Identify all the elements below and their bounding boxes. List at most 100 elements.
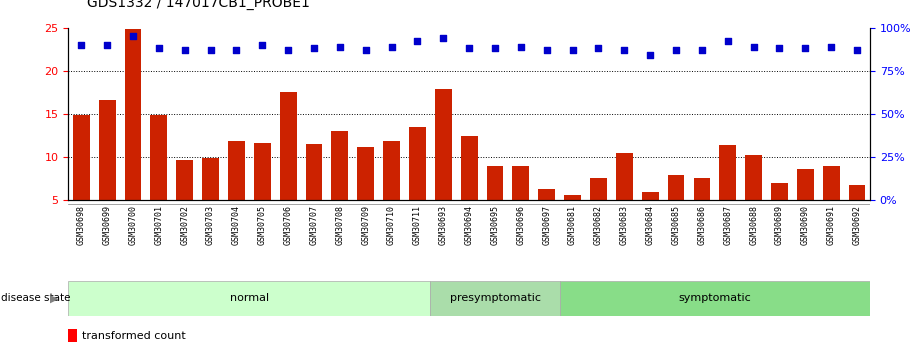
Bar bbox=[430, 281, 559, 316]
Text: GSM30695: GSM30695 bbox=[490, 205, 499, 245]
Bar bbox=[332, 131, 348, 200]
Bar bbox=[564, 195, 581, 200]
Bar bbox=[280, 92, 297, 200]
Bar bbox=[254, 143, 271, 200]
Text: GSM30701: GSM30701 bbox=[154, 205, 163, 245]
Point bbox=[100, 42, 115, 48]
Text: GSM30684: GSM30684 bbox=[646, 205, 655, 245]
Point bbox=[591, 46, 606, 51]
Text: GSM30682: GSM30682 bbox=[594, 205, 603, 245]
Point bbox=[307, 46, 322, 51]
Bar bbox=[823, 167, 840, 200]
Bar bbox=[720, 145, 736, 200]
Bar bbox=[435, 89, 452, 200]
Text: transformed count: transformed count bbox=[82, 331, 186, 341]
Bar bbox=[745, 155, 762, 200]
Bar bbox=[590, 178, 607, 200]
Bar bbox=[461, 136, 477, 200]
Text: normal: normal bbox=[230, 294, 269, 303]
Bar bbox=[202, 158, 219, 200]
Text: GSM30691: GSM30691 bbox=[826, 205, 835, 245]
Point bbox=[746, 44, 761, 49]
Point bbox=[539, 47, 554, 53]
Text: GSM30693: GSM30693 bbox=[439, 205, 448, 245]
Bar bbox=[409, 127, 425, 200]
Point bbox=[203, 47, 218, 53]
Point bbox=[850, 47, 865, 53]
Point bbox=[566, 47, 580, 53]
Text: GSM30710: GSM30710 bbox=[387, 205, 396, 245]
Text: ▶: ▶ bbox=[50, 294, 59, 303]
Text: symptomatic: symptomatic bbox=[679, 294, 752, 303]
Point bbox=[721, 39, 735, 44]
Point bbox=[694, 47, 709, 53]
Text: GSM30688: GSM30688 bbox=[749, 205, 758, 245]
Point bbox=[74, 42, 88, 48]
Text: GSM30686: GSM30686 bbox=[698, 205, 706, 245]
Point bbox=[151, 46, 166, 51]
Text: GSM30681: GSM30681 bbox=[568, 205, 577, 245]
Point bbox=[126, 33, 140, 39]
Point bbox=[487, 46, 502, 51]
Point bbox=[824, 44, 838, 49]
Point bbox=[643, 52, 658, 58]
Text: GSM30690: GSM30690 bbox=[801, 205, 810, 245]
Text: GSM30698: GSM30698 bbox=[77, 205, 86, 245]
Text: GSM30711: GSM30711 bbox=[413, 205, 422, 245]
Bar bbox=[305, 144, 322, 200]
Bar bbox=[693, 178, 711, 200]
Bar bbox=[771, 183, 788, 200]
Text: GSM30709: GSM30709 bbox=[362, 205, 370, 245]
Bar bbox=[797, 169, 814, 200]
Bar bbox=[384, 141, 400, 200]
Text: GSM30687: GSM30687 bbox=[723, 205, 732, 245]
Text: GSM30704: GSM30704 bbox=[232, 205, 241, 245]
Text: GDS1332 / 147017CB1_PROBE1: GDS1332 / 147017CB1_PROBE1 bbox=[87, 0, 310, 10]
Point bbox=[798, 46, 813, 51]
Point bbox=[410, 39, 425, 44]
Bar bbox=[616, 152, 633, 200]
Bar bbox=[177, 159, 193, 200]
Bar bbox=[98, 100, 116, 200]
Point bbox=[281, 47, 295, 53]
Bar bbox=[559, 281, 870, 316]
Point bbox=[255, 42, 270, 48]
Point bbox=[514, 44, 528, 49]
Point bbox=[669, 47, 683, 53]
Point bbox=[333, 44, 347, 49]
Bar bbox=[513, 167, 529, 200]
Text: presymptomatic: presymptomatic bbox=[449, 294, 540, 303]
Text: GSM30696: GSM30696 bbox=[517, 205, 526, 245]
Point bbox=[358, 47, 373, 53]
Bar bbox=[849, 186, 865, 200]
Point bbox=[178, 47, 192, 53]
Text: GSM30707: GSM30707 bbox=[310, 205, 319, 245]
Text: GSM30694: GSM30694 bbox=[465, 205, 474, 245]
Point bbox=[230, 47, 244, 53]
Text: GSM30683: GSM30683 bbox=[619, 205, 629, 245]
Bar bbox=[668, 175, 684, 200]
Point bbox=[384, 44, 399, 49]
Text: GSM30702: GSM30702 bbox=[180, 205, 189, 245]
Point bbox=[436, 35, 451, 41]
Point bbox=[773, 46, 787, 51]
Point bbox=[617, 47, 631, 53]
Point bbox=[462, 46, 476, 51]
Text: GSM30705: GSM30705 bbox=[258, 205, 267, 245]
Bar bbox=[641, 193, 659, 200]
Bar bbox=[68, 329, 77, 342]
Bar bbox=[73, 115, 89, 200]
Text: GSM30689: GSM30689 bbox=[775, 205, 784, 245]
Bar bbox=[228, 141, 245, 200]
Text: GSM30706: GSM30706 bbox=[283, 205, 292, 245]
Text: GSM30697: GSM30697 bbox=[542, 205, 551, 245]
Text: GSM30685: GSM30685 bbox=[671, 205, 681, 245]
Text: GSM30699: GSM30699 bbox=[103, 205, 112, 245]
Text: GSM30700: GSM30700 bbox=[128, 205, 138, 245]
Text: GSM30703: GSM30703 bbox=[206, 205, 215, 245]
Text: GSM30708: GSM30708 bbox=[335, 205, 344, 245]
Bar bbox=[538, 189, 555, 200]
Text: GSM30692: GSM30692 bbox=[853, 205, 862, 245]
Bar bbox=[486, 167, 504, 200]
Bar bbox=[125, 29, 141, 200]
